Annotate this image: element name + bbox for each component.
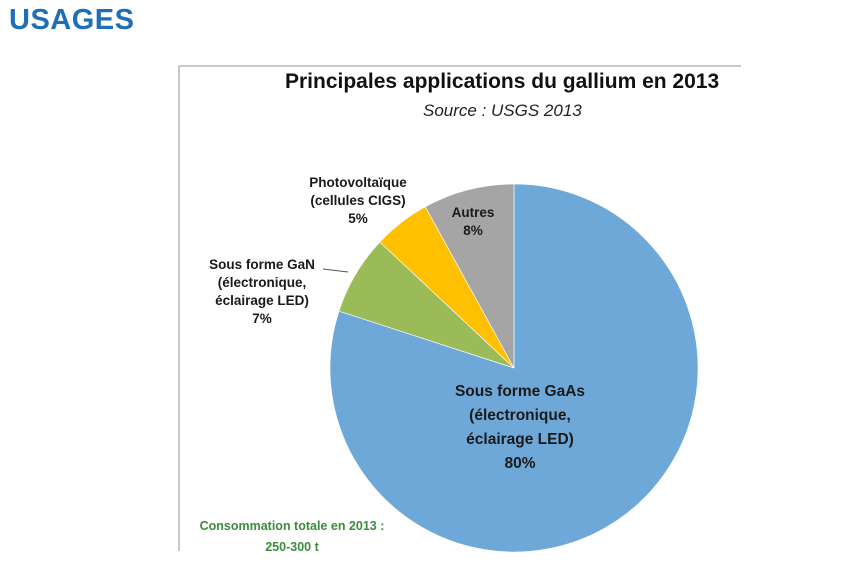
footnote-line-2: 250-300 t: [265, 540, 319, 554]
chart-subtitle: Source : USGS 2013: [423, 101, 582, 120]
label-gan-line-2: (électronique,: [217, 275, 307, 290]
label-gaas: Sous forme GaAs (électronique, éclairage…: [440, 380, 600, 476]
label-photovoltaique-line-1: Photovoltaïque: [309, 175, 407, 190]
chart-title: Principales applications du gallium en 2…: [285, 70, 720, 93]
label-gan-line-1: Sous forme GaN: [209, 257, 315, 272]
label-photovoltaique: Photovoltaïque (cellules CIGS) 5%: [298, 174, 418, 228]
pie-slice-sous-forme-gaas: [329, 183, 699, 553]
label-autres-line-1: Autres: [451, 205, 495, 220]
label-gan-value: 7%: [252, 311, 272, 326]
footnote-line-1: Consommation totale en 2013 :: [199, 519, 385, 533]
gan-leader-line: [322, 268, 349, 273]
label-gan-line-3: éclairage LED): [215, 293, 309, 308]
pie-slice-autres: [424, 183, 515, 369]
label-gaas-line-3: éclairage LED): [466, 431, 574, 448]
label-photovoltaique-line-2: (cellules CIGS): [310, 193, 406, 208]
label-gan: Sous forme GaN (électronique, éclairage …: [200, 256, 324, 328]
page-heading: USAGES: [9, 4, 135, 36]
label-gaas-line-2: (électronique,: [469, 407, 571, 424]
label-gaas-line-1: Sous forme GaAs: [454, 383, 586, 400]
label-photovoltaique-value: 5%: [348, 211, 368, 226]
footnote: Consommation totale en 2013 : 250-300 t: [181, 516, 403, 558]
label-gaas-value: 80%: [504, 455, 536, 472]
label-autres-value: 8%: [463, 223, 483, 238]
label-autres: Autres 8%: [443, 204, 503, 240]
